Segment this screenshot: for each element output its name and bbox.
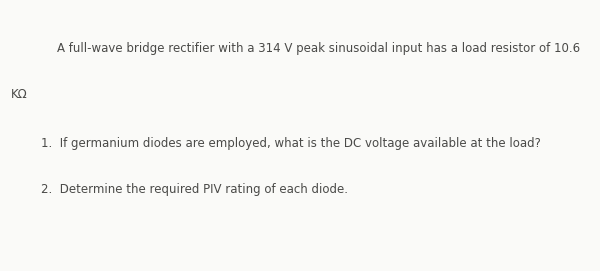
Text: KΩ: KΩ [11, 88, 28, 101]
Text: 1.  If germanium diodes are employed, what is the DC voltage available at the lo: 1. If germanium diodes are employed, wha… [41, 137, 541, 150]
Text: 2.  Determine the required PIV rating of each diode.: 2. Determine the required PIV rating of … [41, 183, 348, 196]
Text: A full-wave bridge rectifier with a 314 V peak sinusoidal input has a load resis: A full-wave bridge rectifier with a 314 … [57, 42, 580, 55]
